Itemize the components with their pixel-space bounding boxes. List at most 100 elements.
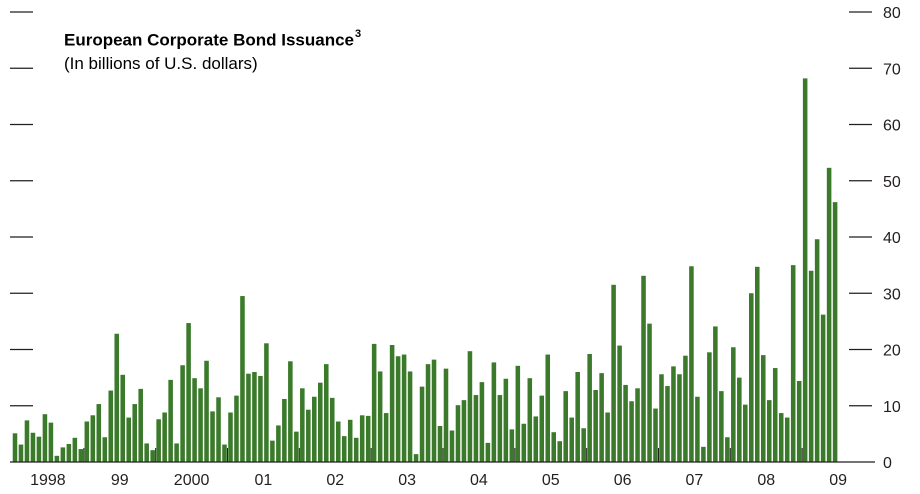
bar: [641, 275, 646, 462]
bar: [335, 421, 341, 462]
bar: [557, 441, 562, 462]
bar: [449, 430, 455, 462]
bar: [186, 323, 191, 462]
x-axis-year-ticks: [83, 448, 803, 462]
bar: [832, 202, 838, 463]
x-tick-label: 07: [686, 472, 704, 489]
bar: [683, 355, 688, 462]
bar: [784, 417, 790, 462]
bar: [198, 388, 203, 462]
bar: [84, 421, 90, 462]
bar: [156, 419, 161, 462]
bar: [467, 351, 473, 462]
bar: [168, 379, 173, 463]
bar: [114, 333, 120, 462]
x-tick-label: 08: [757, 472, 775, 489]
bar: [359, 415, 365, 462]
bar: [760, 355, 766, 463]
bar: [90, 415, 96, 462]
bar: [36, 436, 42, 462]
bar: [150, 450, 155, 462]
x-tick-label: 99: [111, 472, 129, 489]
bar: [126, 417, 131, 462]
bar: [102, 437, 108, 462]
right-axis-ticks: [849, 11, 872, 407]
bar: [371, 343, 377, 463]
bar: [425, 364, 431, 463]
bar: [503, 378, 509, 462]
bar: [54, 455, 60, 462]
x-axis-tick-labels: 1998 99 2000 01 02 03 04 05 06 07 08 09: [30, 472, 847, 489]
bar: [778, 413, 784, 462]
bar: [204, 360, 209, 462]
bar: [743, 404, 748, 463]
bar: [222, 444, 227, 462]
bar: [461, 400, 467, 463]
bar: [623, 384, 628, 462]
bar-series: [12, 78, 838, 463]
bar: [132, 404, 137, 462]
bar: [174, 443, 179, 462]
bar: [802, 78, 808, 463]
bar: [587, 354, 592, 462]
bar: [306, 409, 311, 462]
bar: [419, 386, 425, 463]
bar: [521, 423, 527, 462]
bar: [72, 437, 78, 462]
bar: [431, 359, 437, 463]
bar: [605, 412, 610, 462]
bar: [497, 395, 503, 462]
bar: [820, 314, 826, 463]
y-tick-label: 30: [883, 286, 901, 303]
bar: [66, 444, 72, 462]
x-tick-label: 04: [470, 472, 488, 489]
x-tick-label: 06: [614, 472, 632, 489]
bar: [515, 365, 521, 462]
bar: [755, 266, 760, 462]
y-tick-label: 10: [883, 399, 901, 416]
chart-title-text: European Corporate Bond Issuance: [64, 30, 354, 50]
bar: [258, 375, 263, 462]
bar: [276, 425, 281, 462]
y-tick-label: 40: [883, 230, 901, 247]
bar: [766, 400, 772, 463]
bar: [383, 413, 389, 462]
bar: [228, 412, 233, 462]
bar: [485, 442, 491, 463]
bar: [635, 388, 640, 462]
y-tick-label: 70: [883, 61, 901, 78]
y-tick-label: 20: [883, 343, 901, 360]
bar: [138, 388, 143, 463]
bar: [192, 378, 197, 462]
bar: [78, 449, 84, 462]
bar: [749, 293, 754, 462]
chart-title-footnote: 3: [355, 28, 362, 40]
bar: [395, 356, 401, 462]
y-tick-label: 50: [883, 174, 901, 191]
bar: [653, 408, 658, 462]
x-tick-label: 2000: [174, 472, 210, 489]
bar: [162, 412, 167, 462]
bar: [252, 372, 257, 462]
bar: [509, 429, 515, 463]
bar: [455, 405, 461, 462]
bar: [719, 391, 724, 463]
left-axis-ticks: [10, 11, 33, 407]
bar: [365, 415, 371, 463]
bar: [389, 345, 395, 462]
bar: [294, 431, 299, 463]
bar: [491, 362, 497, 462]
bar: [18, 444, 24, 462]
bar: [527, 378, 533, 462]
bar: [826, 167, 832, 462]
bar: [677, 374, 682, 462]
bar: [539, 395, 545, 463]
bar: [581, 428, 586, 462]
bar: [246, 373, 251, 462]
bar: [617, 345, 622, 462]
bar: [473, 395, 479, 462]
bar: [12, 433, 18, 462]
chart-title-block: European Corporate Bond Issuance3 (In bi…: [64, 28, 362, 74]
bar: [300, 388, 305, 462]
